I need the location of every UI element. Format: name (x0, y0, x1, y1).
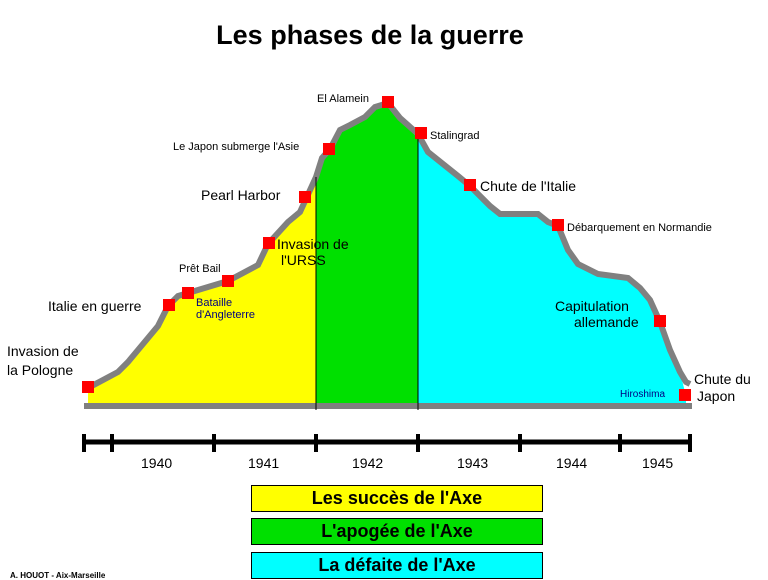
marker-pret-bail[interactable] (222, 275, 234, 287)
phase-area-apogee (316, 103, 418, 404)
label-italie-en-guerre: Italie en guerre (48, 298, 142, 314)
label-chute-japon-2: Japon (697, 388, 735, 404)
label-capitulation-2: allemande (574, 314, 639, 330)
marker-pearl-harbor[interactable] (299, 191, 311, 203)
label-el-alamein: El Alamein (317, 93, 369, 105)
marker-italie-en-guerre[interactable] (163, 299, 175, 311)
label-debarquement: Débarquement en Normandie (567, 222, 712, 234)
legend-apogee-axe: L'apogée de l'Axe (251, 518, 543, 545)
marker-chute-italie[interactable] (464, 179, 476, 191)
label-bataille-angleterre-1: Bataille (196, 297, 232, 309)
label-pret-bail: Prêt Bail (179, 263, 221, 275)
timeline-ticks (82, 434, 692, 452)
label-invasion-pologne-2: la Pologne (7, 362, 73, 378)
marker-capitulation[interactable] (654, 315, 666, 327)
label-hiroshima: Hiroshima (620, 389, 665, 400)
legend-succes-axe: Les succès de l'Axe (251, 485, 543, 512)
marker-bataille-angleterre[interactable] (182, 287, 194, 299)
label-pearl-harbor: Pearl Harbor (201, 187, 281, 203)
label-chute-japon-1: Chute du (694, 371, 751, 387)
marker-el-alamein[interactable] (382, 96, 394, 108)
label-japon-asie: Le Japon submerge l'Asie (173, 141, 299, 153)
marker-debarquement[interactable] (552, 219, 564, 231)
year-1941: 1941 (248, 455, 279, 471)
year-1944: 1944 (556, 455, 587, 471)
marker-hiroshima[interactable] (679, 389, 691, 401)
label-invasion-urss-1: Invasion de (277, 236, 349, 252)
year-1945: 1945 (642, 455, 673, 471)
label-capitulation-1: Capitulation (555, 298, 629, 314)
author-credit: A. HOUOT - Aix-Marseille (10, 571, 106, 580)
label-stalingrad: Stalingrad (430, 130, 480, 142)
marker-invasion-pologne[interactable] (82, 381, 94, 393)
year-1943: 1943 (457, 455, 488, 471)
label-invasion-pologne-1: Invasion de (7, 343, 79, 359)
page-title: Les phases de la guerre (216, 20, 524, 50)
label-invasion-urss-2: l'URSS (281, 252, 326, 268)
marker-invasion-urss[interactable] (263, 237, 275, 249)
year-1942: 1942 (352, 455, 383, 471)
year-1940: 1940 (141, 455, 172, 471)
marker-japon-asie[interactable] (323, 143, 335, 155)
label-chute-italie: Chute de l'Italie (480, 178, 576, 194)
label-bataille-angleterre-2: d'Angleterre (196, 309, 255, 321)
legend-defaite-axe: La défaite de l'Axe (251, 552, 543, 579)
marker-stalingrad[interactable] (415, 127, 427, 139)
event-markers (82, 96, 691, 401)
